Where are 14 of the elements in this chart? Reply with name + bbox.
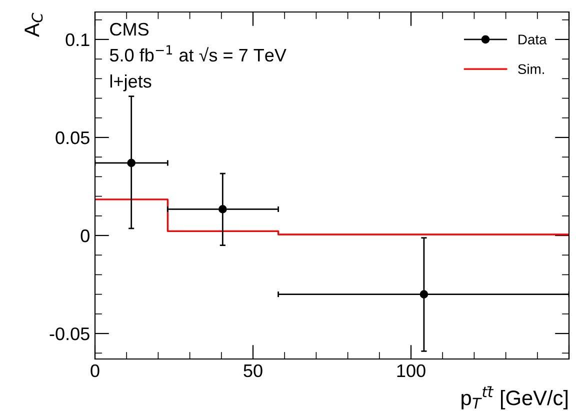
y-axis-title: A$_{C}$ <box>24 12 43 37</box>
x-axis-title: p$_{T}$$^{tt̄}$ [GeV/c] <box>462 386 568 410</box>
x-tick-label: 100 <box>397 364 426 378</box>
annotation: CMS <box>110 22 149 36</box>
annotation: 5.0 fb$^{−1}$ at √s = 7 TeV <box>110 45 286 62</box>
legend-label: Data <box>518 34 547 44</box>
y-tick-label: -0.05 <box>50 327 90 340</box>
y-tick-label: 0.05 <box>56 131 90 144</box>
annotation: l+jets <box>110 74 152 92</box>
y-tick-label: 0 <box>80 229 90 242</box>
x-tick-label: 0 <box>90 364 100 378</box>
x-tick-label: 50 <box>244 364 262 378</box>
legend-label: Sim. <box>518 64 544 74</box>
y-tick-label: 0.1 <box>66 33 90 46</box>
